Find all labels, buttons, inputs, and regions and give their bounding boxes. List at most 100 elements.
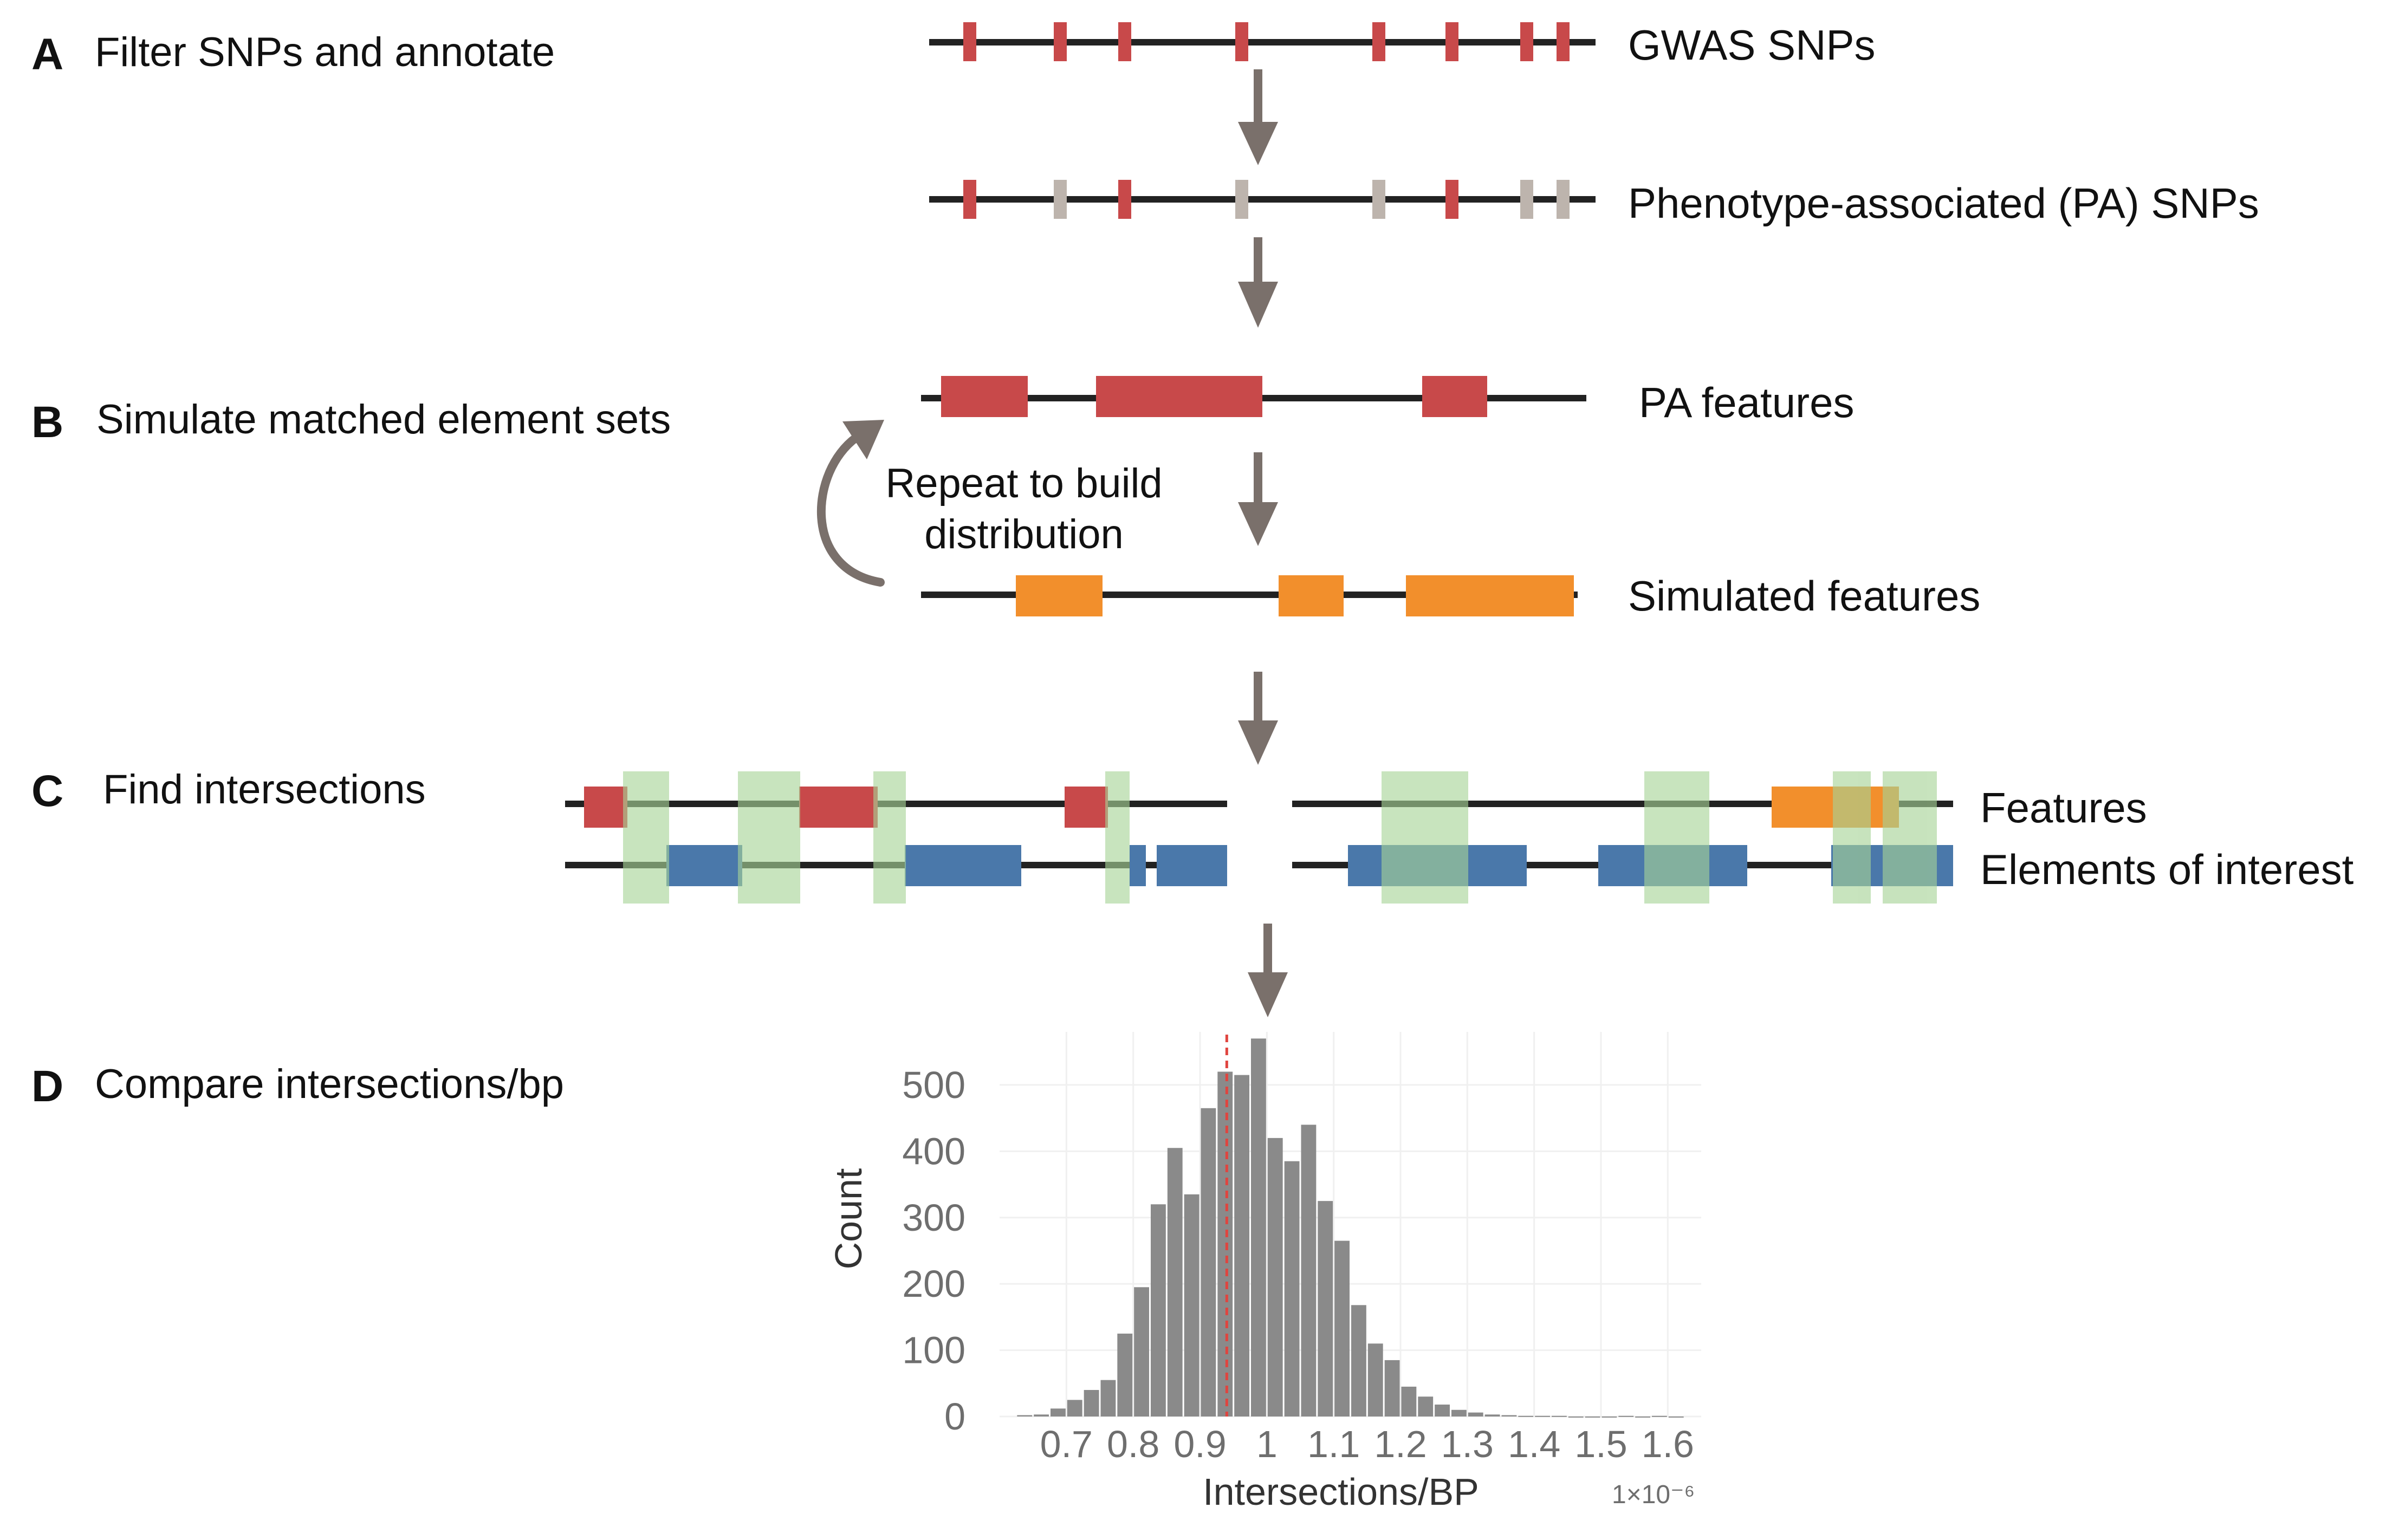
features-label: Features <box>1980 784 2147 831</box>
histogram-bar <box>1301 1125 1317 1416</box>
histogram-bar <box>1201 1108 1216 1416</box>
feature-block <box>584 787 627 828</box>
gwas-snps-label: GWAS SNPs <box>1628 21 1876 69</box>
repeat-loop-arrow <box>816 420 885 587</box>
pa-snp-marker <box>1445 180 1458 219</box>
feature-block <box>1065 787 1108 828</box>
step-d-title: Compare intersections/bp <box>95 1061 564 1107</box>
histogram-bar <box>1318 1201 1333 1416</box>
x-tick-label: 1.1 <box>1307 1423 1360 1465</box>
x-tick-label: 0.8 <box>1107 1423 1159 1465</box>
intersection-highlight <box>1382 771 1468 904</box>
excluded-snp-marker <box>1372 180 1385 219</box>
repeat-note-line-2: distribution <box>924 511 1124 557</box>
x-axis-label: Intersections/BP <box>1203 1471 1479 1513</box>
intersection-highlight <box>873 771 906 904</box>
excluded-snp-marker <box>1520 180 1533 219</box>
histogram-bar <box>1501 1415 1517 1416</box>
element-block <box>666 845 742 886</box>
gwas-snp-marker <box>1557 22 1570 61</box>
y-tick-labels: 0 100 200 300 400 500 <box>902 1064 965 1438</box>
gwas-snp-marker <box>963 22 976 61</box>
histogram-bar <box>1334 1240 1350 1416</box>
y-tick-label: 400 <box>902 1130 965 1172</box>
intersection-panel-right <box>1292 771 1953 904</box>
histogram-bar <box>1384 1360 1400 1416</box>
intersection-highlight <box>1883 771 1937 904</box>
histogram-bar <box>1618 1415 1634 1417</box>
x-tick-labels: 0.7 0.8 0.9 1 1.1 1.2 1.3 1.4 1.5 1.6 <box>1040 1423 1694 1465</box>
step-c-title: Find intersections <box>103 766 426 813</box>
pa-feature-block <box>1422 376 1487 417</box>
intersection-highlight <box>1105 771 1130 904</box>
simulated-features-track <box>921 575 1578 616</box>
x-tick-label: 1.5 <box>1574 1423 1627 1465</box>
x-tick-label: 1.2 <box>1374 1423 1427 1465</box>
x-tick-label: 0.7 <box>1040 1423 1093 1465</box>
step-b-title: Simulate matched element sets <box>96 397 671 443</box>
histogram-bar <box>1267 1138 1283 1416</box>
histogram-bar <box>1367 1343 1383 1416</box>
element-block <box>1130 845 1146 886</box>
y-axis-label: Count <box>827 1168 870 1270</box>
pa-snp-track <box>929 180 1596 219</box>
pa-feature-block <box>941 376 1028 417</box>
histogram-bar <box>1652 1415 1667 1417</box>
pa-snps-label: Phenotype-associated (PA) SNPs <box>1628 179 2259 227</box>
step-a-letter: A <box>31 30 63 79</box>
element-block <box>905 845 1021 886</box>
pa-features-label: PA features <box>1639 379 1854 426</box>
simulated-features-label: Simulated features <box>1628 572 1980 620</box>
histogram-bar <box>1535 1415 1550 1417</box>
x-tick-label: 1 <box>1256 1423 1278 1465</box>
excluded-snp-marker <box>1235 180 1248 219</box>
intersection-highlight <box>738 771 800 904</box>
excluded-snp-marker <box>1054 180 1067 219</box>
histogram-bars <box>1017 1038 1684 1418</box>
histogram-bar <box>1251 1038 1266 1416</box>
pa-snp-marker <box>1118 180 1131 219</box>
histogram-bar <box>1100 1380 1116 1416</box>
step-b-letter: B <box>31 398 63 447</box>
histogram-bar <box>1151 1204 1166 1416</box>
pa-feature-block <box>1096 376 1262 417</box>
histogram-bar <box>1552 1415 1567 1417</box>
step-a-title: Filter SNPs and annotate <box>95 29 555 75</box>
histogram-bar <box>1217 1071 1233 1416</box>
simulated-feature-block <box>1016 575 1103 616</box>
histogram-bar <box>1067 1400 1082 1416</box>
step-c-letter: C <box>31 766 63 816</box>
flow-arrow <box>1248 924 1288 1017</box>
flow-arrow <box>1238 69 1278 165</box>
histogram-grid <box>1000 1032 1701 1418</box>
x-scale-note: 1×10⁻⁶ <box>1612 1480 1695 1509</box>
histogram-bar <box>1668 1416 1684 1418</box>
gwas-snp-marker <box>1372 22 1385 61</box>
histogram-bar <box>1184 1194 1200 1416</box>
y-tick-label: 300 <box>902 1197 965 1239</box>
intersection-highlight <box>623 771 669 904</box>
feature-block <box>799 787 878 828</box>
histogram: 0 100 200 300 400 500 0.7 0.8 0.9 1 1.1 1.2 1.3 1.4 1… <box>827 1032 1701 1513</box>
histogram-bar <box>1351 1305 1366 1416</box>
histogram-bar <box>1134 1287 1149 1416</box>
simulated-feature-block <box>1406 575 1574 616</box>
gwas-snp-marker <box>1054 22 1067 61</box>
intersection-highlight <box>1833 771 1871 904</box>
histogram-bar <box>1451 1409 1467 1416</box>
pa-features-track <box>921 376 1586 417</box>
step-d-letter: D <box>31 1062 63 1111</box>
histogram-bar <box>1435 1404 1450 1416</box>
flow-arrow <box>1238 237 1278 328</box>
histogram-bar <box>1635 1416 1650 1418</box>
intersection-panel-left <box>565 771 1227 904</box>
gwas-snp-marker <box>1445 22 1458 61</box>
gwas-snp-marker <box>1235 22 1248 61</box>
histogram-bar <box>1468 1412 1483 1416</box>
x-tick-label: 0.9 <box>1173 1423 1226 1465</box>
histogram-bar <box>1017 1415 1033 1416</box>
histogram-bar <box>1084 1390 1099 1416</box>
gwas-snp-marker <box>1118 22 1131 61</box>
simulated-feature-block <box>1279 575 1344 616</box>
